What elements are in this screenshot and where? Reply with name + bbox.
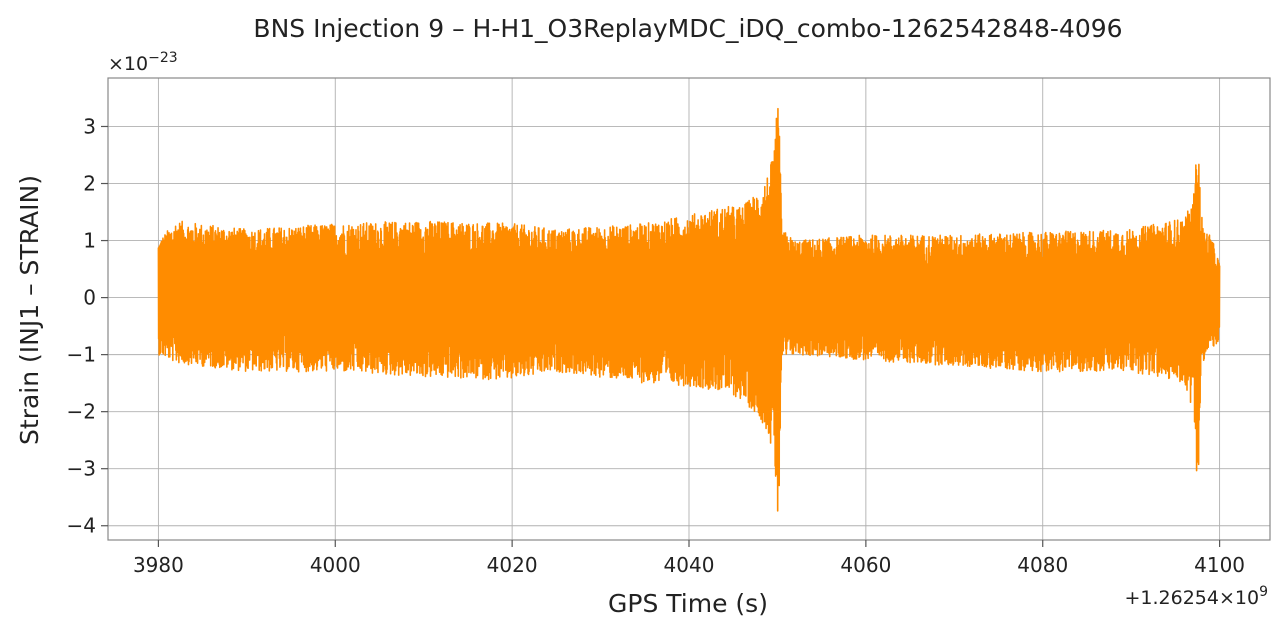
chart-title: BNS Injection 9 – H-H1_O3ReplayMDC_iDQ_c… <box>253 14 1122 43</box>
y-tick-label: −2 <box>67 400 96 424</box>
tick-layer: 3980 4000 4020 4040 4060 4080 4100 −4 −3 −2 −1 0 1 2 3 <box>67 114 1246 577</box>
y-tick-label: −1 <box>67 343 96 367</box>
y-tick-label: −4 <box>67 514 96 538</box>
x-tick-label: 4100 <box>1194 553 1245 577</box>
x-tick-label: 4040 <box>664 553 715 577</box>
strain-series-line <box>157 107 1221 512</box>
x-tick-label: 4020 <box>487 553 538 577</box>
y-tick-label: 2 <box>83 172 96 196</box>
y-tick-label: 0 <box>83 286 96 310</box>
y-tick-label: 1 <box>83 229 96 253</box>
x-offset-base: +1.26254×10 <box>1124 587 1259 609</box>
x-tick-label: 3980 <box>133 553 184 577</box>
y-scale-exponent: −23 <box>148 50 178 66</box>
series-layer <box>157 107 1221 512</box>
x-offset-label: +1.26254×109 <box>1124 584 1268 609</box>
x-axis-label: GPS Time (s) <box>608 589 768 618</box>
y-tick-label: 3 <box>83 114 96 138</box>
x-tick-label: 4060 <box>840 553 891 577</box>
x-tick-label: 4000 <box>310 553 361 577</box>
y-scale-label: ×10−23 <box>108 50 178 75</box>
y-tick-label: −3 <box>67 457 96 481</box>
x-offset-exponent: 9 <box>1259 584 1268 600</box>
x-tick-label: 4080 <box>1017 553 1068 577</box>
y-scale-base: ×10 <box>108 53 148 75</box>
y-axis-label: Strain (INJ1 – STRAIN) <box>15 175 44 445</box>
